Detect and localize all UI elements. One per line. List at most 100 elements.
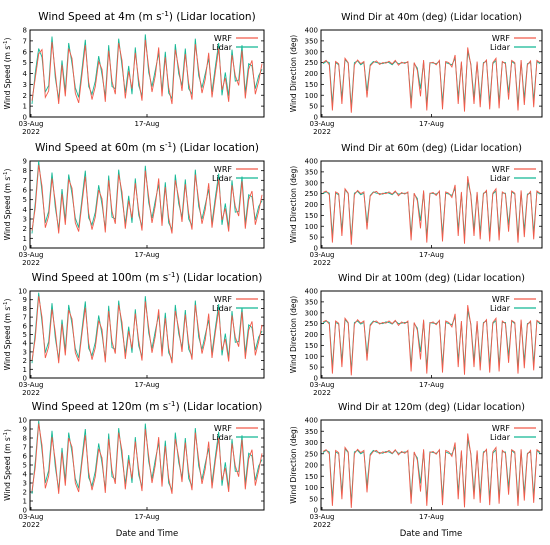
y-axis-label-sup: -1 (3, 172, 9, 177)
x-tick-year-label: 2022 (313, 128, 331, 136)
x-tick-label: 17-Aug (135, 381, 160, 389)
y-tick-label: 50 (309, 234, 318, 242)
y-tick-label: 50 (309, 495, 318, 503)
legend-label: WRF (214, 424, 232, 433)
y-tick-label: 3 (23, 216, 27, 224)
y-axis-label-main: Wind Direction (deg) (289, 166, 298, 244)
y-tick-label: 250 (305, 320, 318, 328)
wrf-series-line (322, 176, 541, 245)
y-axis-label: Wind Speed (m s-1) (3, 299, 12, 371)
y-tick-label: 8 (23, 167, 27, 175)
chart-title: Wind Dir at 40m (deg) (Lidar location) (341, 12, 522, 23)
chart-panel: Wind Dir at 120m (deg) (Lidar location) 0… (289, 402, 543, 529)
y-axis-label: Wind Direction (deg) (289, 426, 298, 504)
x-tick-label: 17-Aug (419, 120, 444, 128)
y-tick-label: 7 (23, 314, 27, 322)
y-tick-label: 400 (305, 27, 318, 35)
chart-title-tail: ) (Lidar location) (172, 142, 259, 154)
y-tick-label: 6 (23, 453, 28, 461)
y-axis-label-main: Wind Speed (m s (3, 177, 12, 241)
lidar-series-line (322, 181, 541, 240)
y-tick-label: 200 (305, 70, 318, 78)
y-tick-label: 250 (305, 450, 318, 458)
y-tick-label: 1 (23, 235, 27, 243)
chart-title-main: Wind Speed at 4m (m s (38, 11, 161, 23)
y-tick-label: 100 (305, 484, 318, 492)
y-tick-label: 350 (305, 428, 318, 436)
y-tick-label: 300 (305, 48, 318, 56)
legend-label: Lidar (490, 43, 511, 52)
legend-label: Lidar (212, 304, 233, 313)
y-axis-label-tail: ) (3, 169, 12, 172)
wrf-series-line (322, 47, 541, 113)
wrf-series-line (31, 39, 263, 105)
y-tick-label: 250 (305, 190, 318, 198)
chart-title: Wind Speed at 120m (m s-1) (Lidar locati… (32, 399, 263, 414)
x-axis-label: Date and Time (400, 529, 463, 539)
y-tick-label: 400 (305, 417, 318, 425)
legend-label: Lidar (490, 304, 511, 313)
x-tick-label: 17-Aug (135, 251, 160, 259)
y-tick-label: 6 (23, 48, 28, 56)
y-tick-label: 5 (23, 59, 27, 67)
x-tick-year-label: 2022 (22, 128, 40, 136)
y-tick-label: 100 (305, 353, 318, 361)
y-axis-label: Wind Direction (deg) (289, 166, 298, 244)
x-tick-year-label: 2022 (22, 521, 40, 529)
x-tick-label: 03-Aug (310, 381, 335, 389)
y-tick-label: 6 (23, 187, 28, 195)
legend-label: WRF (214, 295, 232, 304)
chart-title-tail: ) (Lidar location) (169, 11, 256, 23)
chart-title-main: Wind Dir at 120m (deg) (Lidar location) (338, 402, 525, 413)
y-tick-label: 9 (23, 426, 27, 434)
y-tick-label: 0 (314, 245, 318, 253)
y-tick-label: 3 (23, 81, 27, 89)
legend-label: WRF (492, 165, 510, 174)
x-tick-label: 03-Aug (19, 120, 44, 128)
y-tick-label: 2 (23, 92, 27, 100)
y-tick-label: 350 (305, 168, 318, 176)
y-axis-label: Wind Direction (deg) (289, 296, 298, 374)
y-tick-label: 0 (23, 114, 27, 122)
chart-panel: Wind Dir at 100m (deg) (Lidar location) 0… (289, 273, 543, 397)
chart-title: Wind Dir at 60m (deg) (Lidar location) (341, 143, 522, 154)
y-tick-label: 1 (23, 103, 27, 111)
y-axis-label: Wind Direction (deg) (289, 35, 298, 113)
y-tick-label: 8 (23, 305, 27, 313)
y-tick-label: 150 (305, 342, 318, 350)
chart-title: Wind Dir at 100m (deg) (Lidar location) (338, 273, 525, 284)
legend-label: Lidar (212, 174, 233, 183)
y-tick-label: 300 (305, 179, 318, 187)
wrf-series-line (31, 164, 263, 234)
y-axis-label-tail: ) (3, 429, 12, 432)
y-axis-label: Wind Speed (m s-1) (3, 169, 12, 241)
chart-panel: Wind Speed at 4m (m s-1) (Lidar location… (3, 9, 265, 136)
x-tick-label: 03-Aug (19, 513, 44, 521)
x-tick-year-label: 2022 (22, 389, 40, 397)
legend-label: WRF (492, 295, 510, 304)
y-axis-label-sup: -1 (3, 41, 9, 46)
x-tick-year-label: 2022 (313, 389, 331, 397)
chart-title-tail: ) (Lidar location) (176, 401, 263, 413)
y-tick-label: 250 (305, 59, 318, 67)
y-tick-label: 0 (314, 507, 318, 515)
y-tick-label: 0 (23, 245, 27, 253)
y-tick-label: 8 (23, 27, 27, 35)
x-tick-label: 03-Aug (310, 513, 335, 521)
y-tick-label: 9 (23, 296, 27, 304)
lidar-series-line (322, 310, 541, 371)
y-axis-label-sup: -1 (3, 432, 9, 437)
y-axis-label-main: Wind Speed (m s (3, 437, 12, 501)
legend-label: Lidar (212, 43, 233, 52)
chart-title: Wind Speed at 100m (m s-1) (Lidar locati… (32, 270, 263, 285)
y-tick-label: 7 (23, 37, 27, 45)
y-tick-label: 0 (314, 375, 318, 383)
y-tick-label: 50 (309, 364, 318, 372)
y-tick-label: 0 (314, 114, 318, 122)
y-tick-label: 7 (23, 444, 27, 452)
chart-title-sup: -1 (162, 9, 169, 18)
chart-title-sup: -1 (168, 270, 175, 279)
y-tick-label: 5 (23, 462, 27, 470)
chart-title-main: Wind Dir at 40m (deg) (Lidar location) (341, 12, 522, 23)
